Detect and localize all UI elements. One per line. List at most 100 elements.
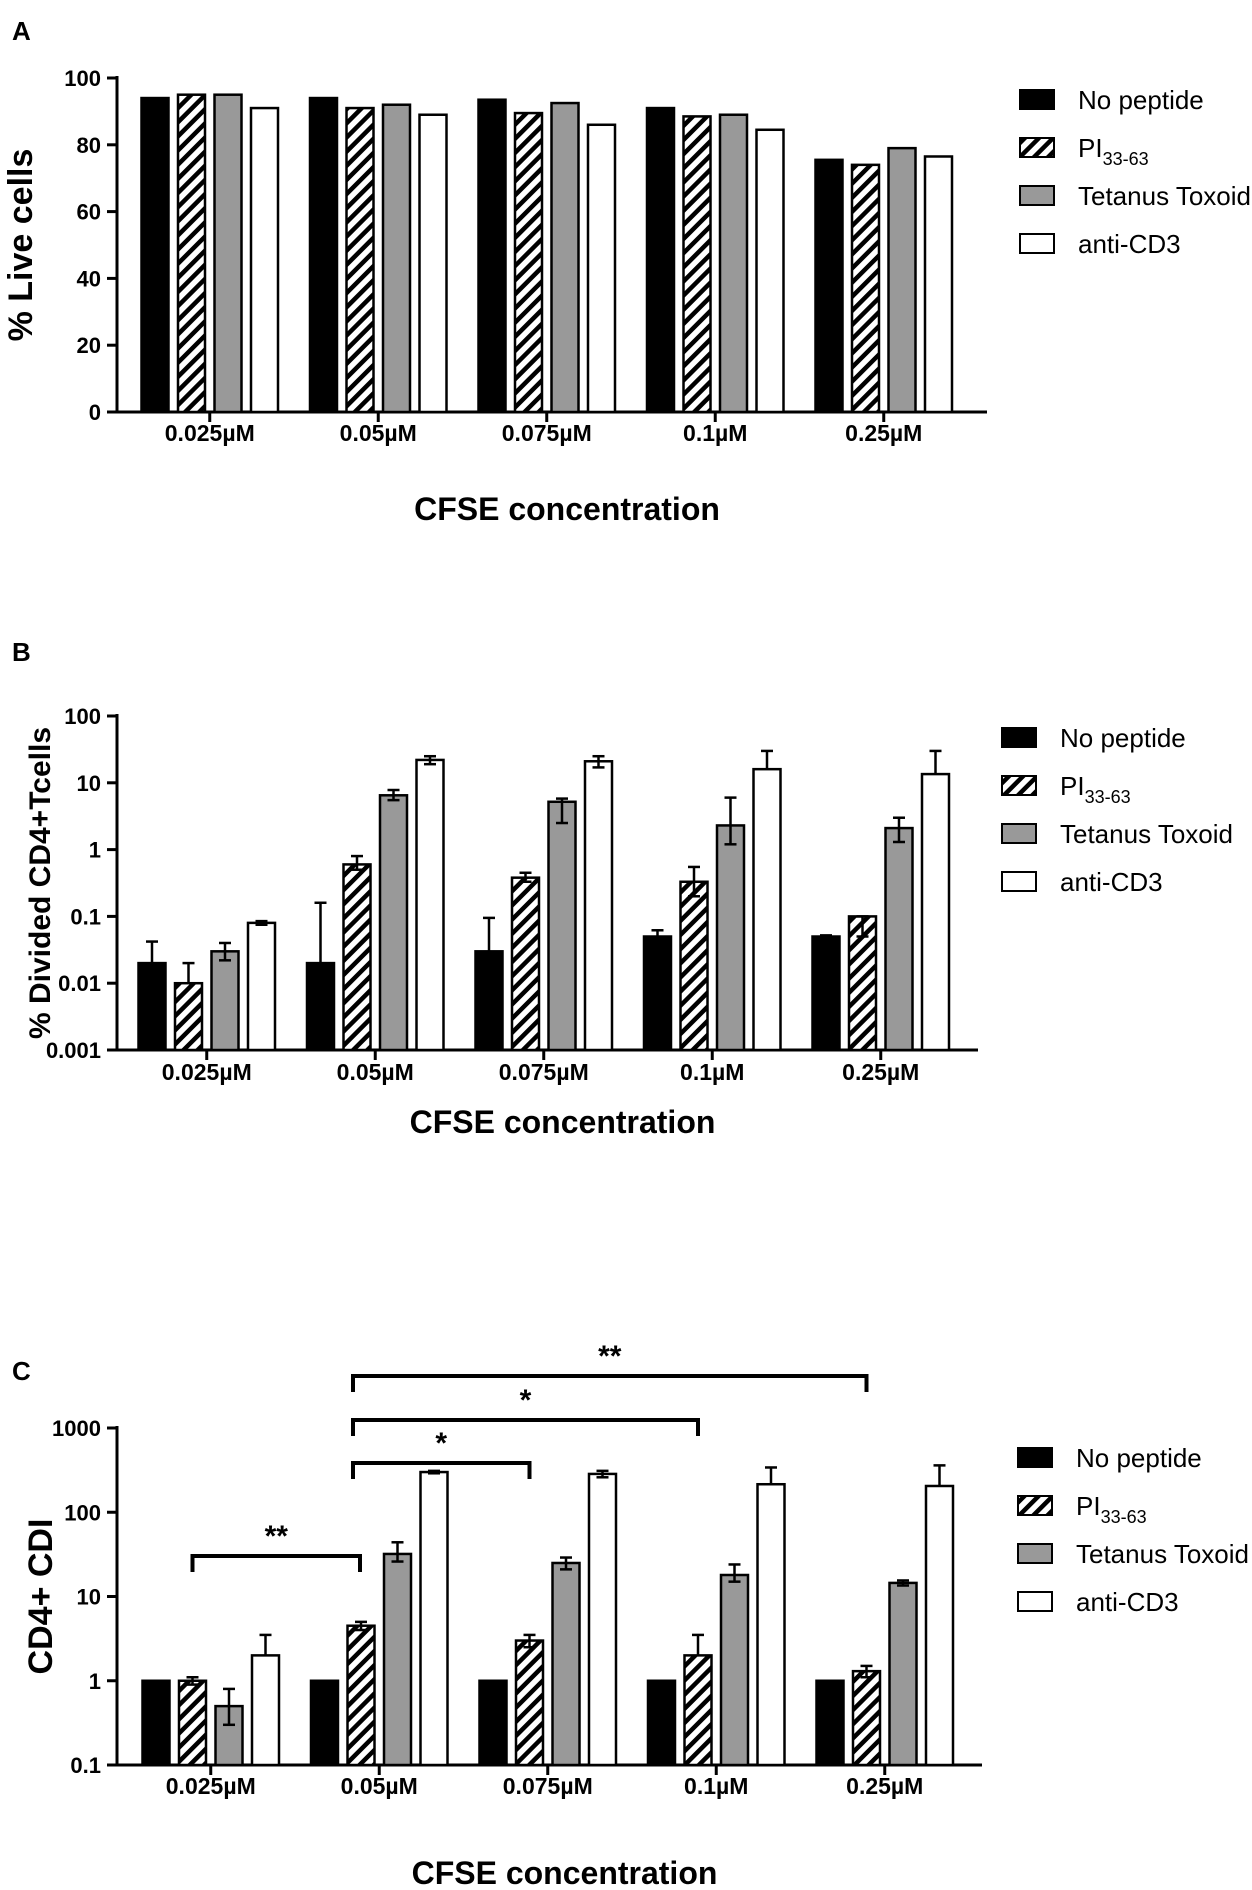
bar-no_peptide (815, 1679, 845, 1767)
legend-label-cd3: anti-CD3 (1060, 867, 1163, 897)
legend-label-no_peptide: No peptide (1078, 85, 1204, 115)
legend-label-no_peptide: No peptide (1060, 723, 1186, 753)
legend-label-subscript: 33-63 (1085, 787, 1131, 807)
bar-cd3 (418, 113, 448, 414)
bar-pi (513, 111, 544, 414)
bar-pi (176, 93, 207, 414)
legend-swatch-tt (1001, 823, 1037, 844)
bar-tt (884, 826, 914, 1052)
legend-label-text: No peptide (1060, 723, 1186, 753)
bar-pi (342, 863, 372, 1052)
bar-cd3 (249, 106, 280, 414)
panel-letter: C (12, 1356, 31, 1386)
y-tick-label: 1 (89, 838, 101, 863)
legend-label-text: PI (1060, 771, 1085, 801)
legend-label-tt: Tetanus Toxoid (1076, 1539, 1249, 1569)
x-tick-label: 0.075µM (502, 420, 592, 446)
legend-swatch-pi (1017, 1495, 1053, 1516)
legend-swatch-cd3 (1001, 871, 1037, 892)
x-tick-label: 0.1µM (683, 420, 747, 446)
legend-swatch-cd3 (1017, 1591, 1053, 1612)
x-tick-label: 0.1µM (680, 1059, 744, 1085)
y-axis-title: % Live cells (2, 149, 40, 342)
panel-letter: B (12, 637, 31, 667)
legend-label-tt: Tetanus Toxoid (1060, 819, 1233, 849)
legend-label-text: anti-CD3 (1076, 1587, 1179, 1617)
x-tick-label: 0.075µM (499, 1059, 589, 1085)
y-tick-label: 10 (77, 1585, 101, 1610)
bar-pi (345, 106, 375, 414)
bar-cd3 (586, 123, 617, 414)
legend-label-text: anti-CD3 (1060, 867, 1163, 897)
y-tick-label: 60 (77, 200, 101, 225)
bar-pi (679, 880, 709, 1052)
legend-label-cd3: anti-CD3 (1078, 229, 1181, 259)
legend-swatch-tt (1019, 185, 1055, 206)
bar-cd3 (755, 128, 785, 414)
bar-tt (213, 93, 243, 414)
x-tick-label: 0.025µM (162, 1059, 252, 1085)
bar-tt (887, 146, 917, 414)
legend-label-text: No peptide (1076, 1443, 1202, 1473)
significance-label: * (435, 1427, 447, 1460)
y-tick-label: 0.01 (58, 971, 101, 996)
bar-cd3 (415, 758, 445, 1052)
bar-no_peptide (642, 935, 673, 1052)
legend-label-text: anti-CD3 (1078, 229, 1181, 259)
bar-tt (715, 824, 746, 1052)
bar-tt (381, 103, 412, 414)
legend-swatch-no_peptide (1001, 727, 1037, 748)
x-tick-label: 0.25µM (846, 1773, 923, 1799)
legend-label-text: Tetanus Toxoid (1060, 819, 1233, 849)
bar-no_peptide (646, 1679, 677, 1767)
x-tick-label: 0.25µM (845, 420, 922, 446)
y-tick-label: 20 (77, 333, 101, 358)
bar-pi (346, 1624, 376, 1767)
x-tick-label: 0.05µM (337, 1059, 414, 1085)
bar-tt (551, 1561, 581, 1767)
legend-swatch-cd3 (1019, 233, 1055, 254)
legend-label-pi: PI33-63 (1060, 771, 1131, 807)
legend-swatch-pi (1001, 775, 1037, 796)
bar-tt (210, 950, 240, 1052)
bar-cd3 (587, 1472, 618, 1767)
significance-bracket (351, 1374, 869, 1392)
legend-swatch-no_peptide (1017, 1447, 1053, 1468)
bar-cd3 (756, 1482, 786, 1767)
bar-pi (682, 115, 712, 414)
x-tick-label: 0.25µM (842, 1059, 919, 1085)
bar-no_peptide (811, 935, 841, 1052)
bar-cd3 (924, 1484, 955, 1767)
y-tick-label: 100 (64, 1500, 101, 1525)
bar-no_peptide (478, 1679, 508, 1767)
bar-pi (683, 1654, 713, 1767)
bar-pi (510, 876, 541, 1052)
legend-label-cd3: anti-CD3 (1076, 1587, 1179, 1617)
bar-no_peptide (477, 98, 507, 414)
y-tick-label: 40 (77, 266, 101, 291)
bar-tt (382, 1552, 413, 1767)
y-tick-label: 10 (77, 771, 101, 796)
legend-label-no_peptide: No peptide (1076, 1443, 1202, 1473)
bar-no_peptide (308, 96, 339, 414)
y-tick-label: 1 (89, 1669, 101, 1694)
y-tick-label: 0.1 (70, 904, 101, 929)
legend-label-text: Tetanus Toxoid (1078, 181, 1251, 211)
significance-bracket (351, 1461, 532, 1479)
legend-label-text: No peptide (1078, 85, 1204, 115)
y-axis-title: % Divided CD4+Tcells (24, 727, 57, 1039)
legend-label-pi: PI33-63 (1076, 1491, 1147, 1527)
bar-no_peptide (645, 106, 676, 414)
bar-no_peptide (140, 96, 170, 414)
significance-label: ** (265, 1520, 289, 1553)
x-tick-label: 0.025µM (166, 1773, 256, 1799)
legend-label-subscript: 33-63 (1101, 1507, 1147, 1527)
bar-cd3 (583, 760, 614, 1052)
bar-tt (378, 794, 409, 1052)
bar-no_peptide (305, 961, 336, 1052)
bar-pi (851, 1669, 882, 1767)
x-axis-title: CFSE concentration (410, 1104, 716, 1140)
y-tick-label: 100 (64, 66, 101, 91)
x-tick-label: 0.075µM (503, 1773, 593, 1799)
legend-label-text: PI (1078, 133, 1103, 163)
